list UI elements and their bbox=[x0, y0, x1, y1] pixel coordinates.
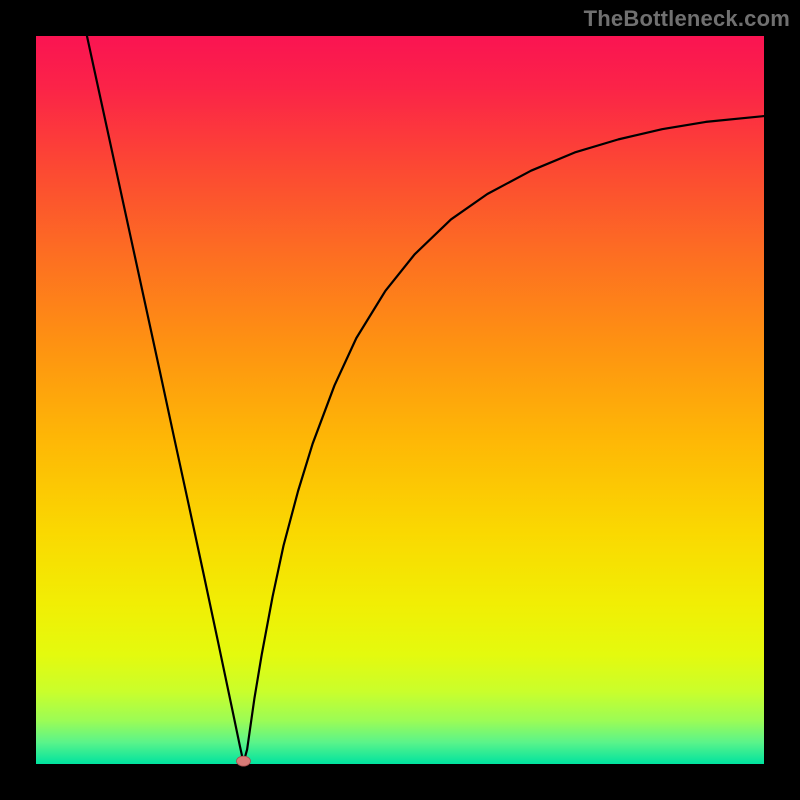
chart-svg bbox=[0, 0, 800, 800]
optimal-point-marker bbox=[236, 756, 250, 766]
plot-gradient-area bbox=[36, 36, 764, 764]
watermark-text: TheBottleneck.com bbox=[584, 6, 790, 32]
chart-root: TheBottleneck.com bbox=[0, 0, 800, 800]
